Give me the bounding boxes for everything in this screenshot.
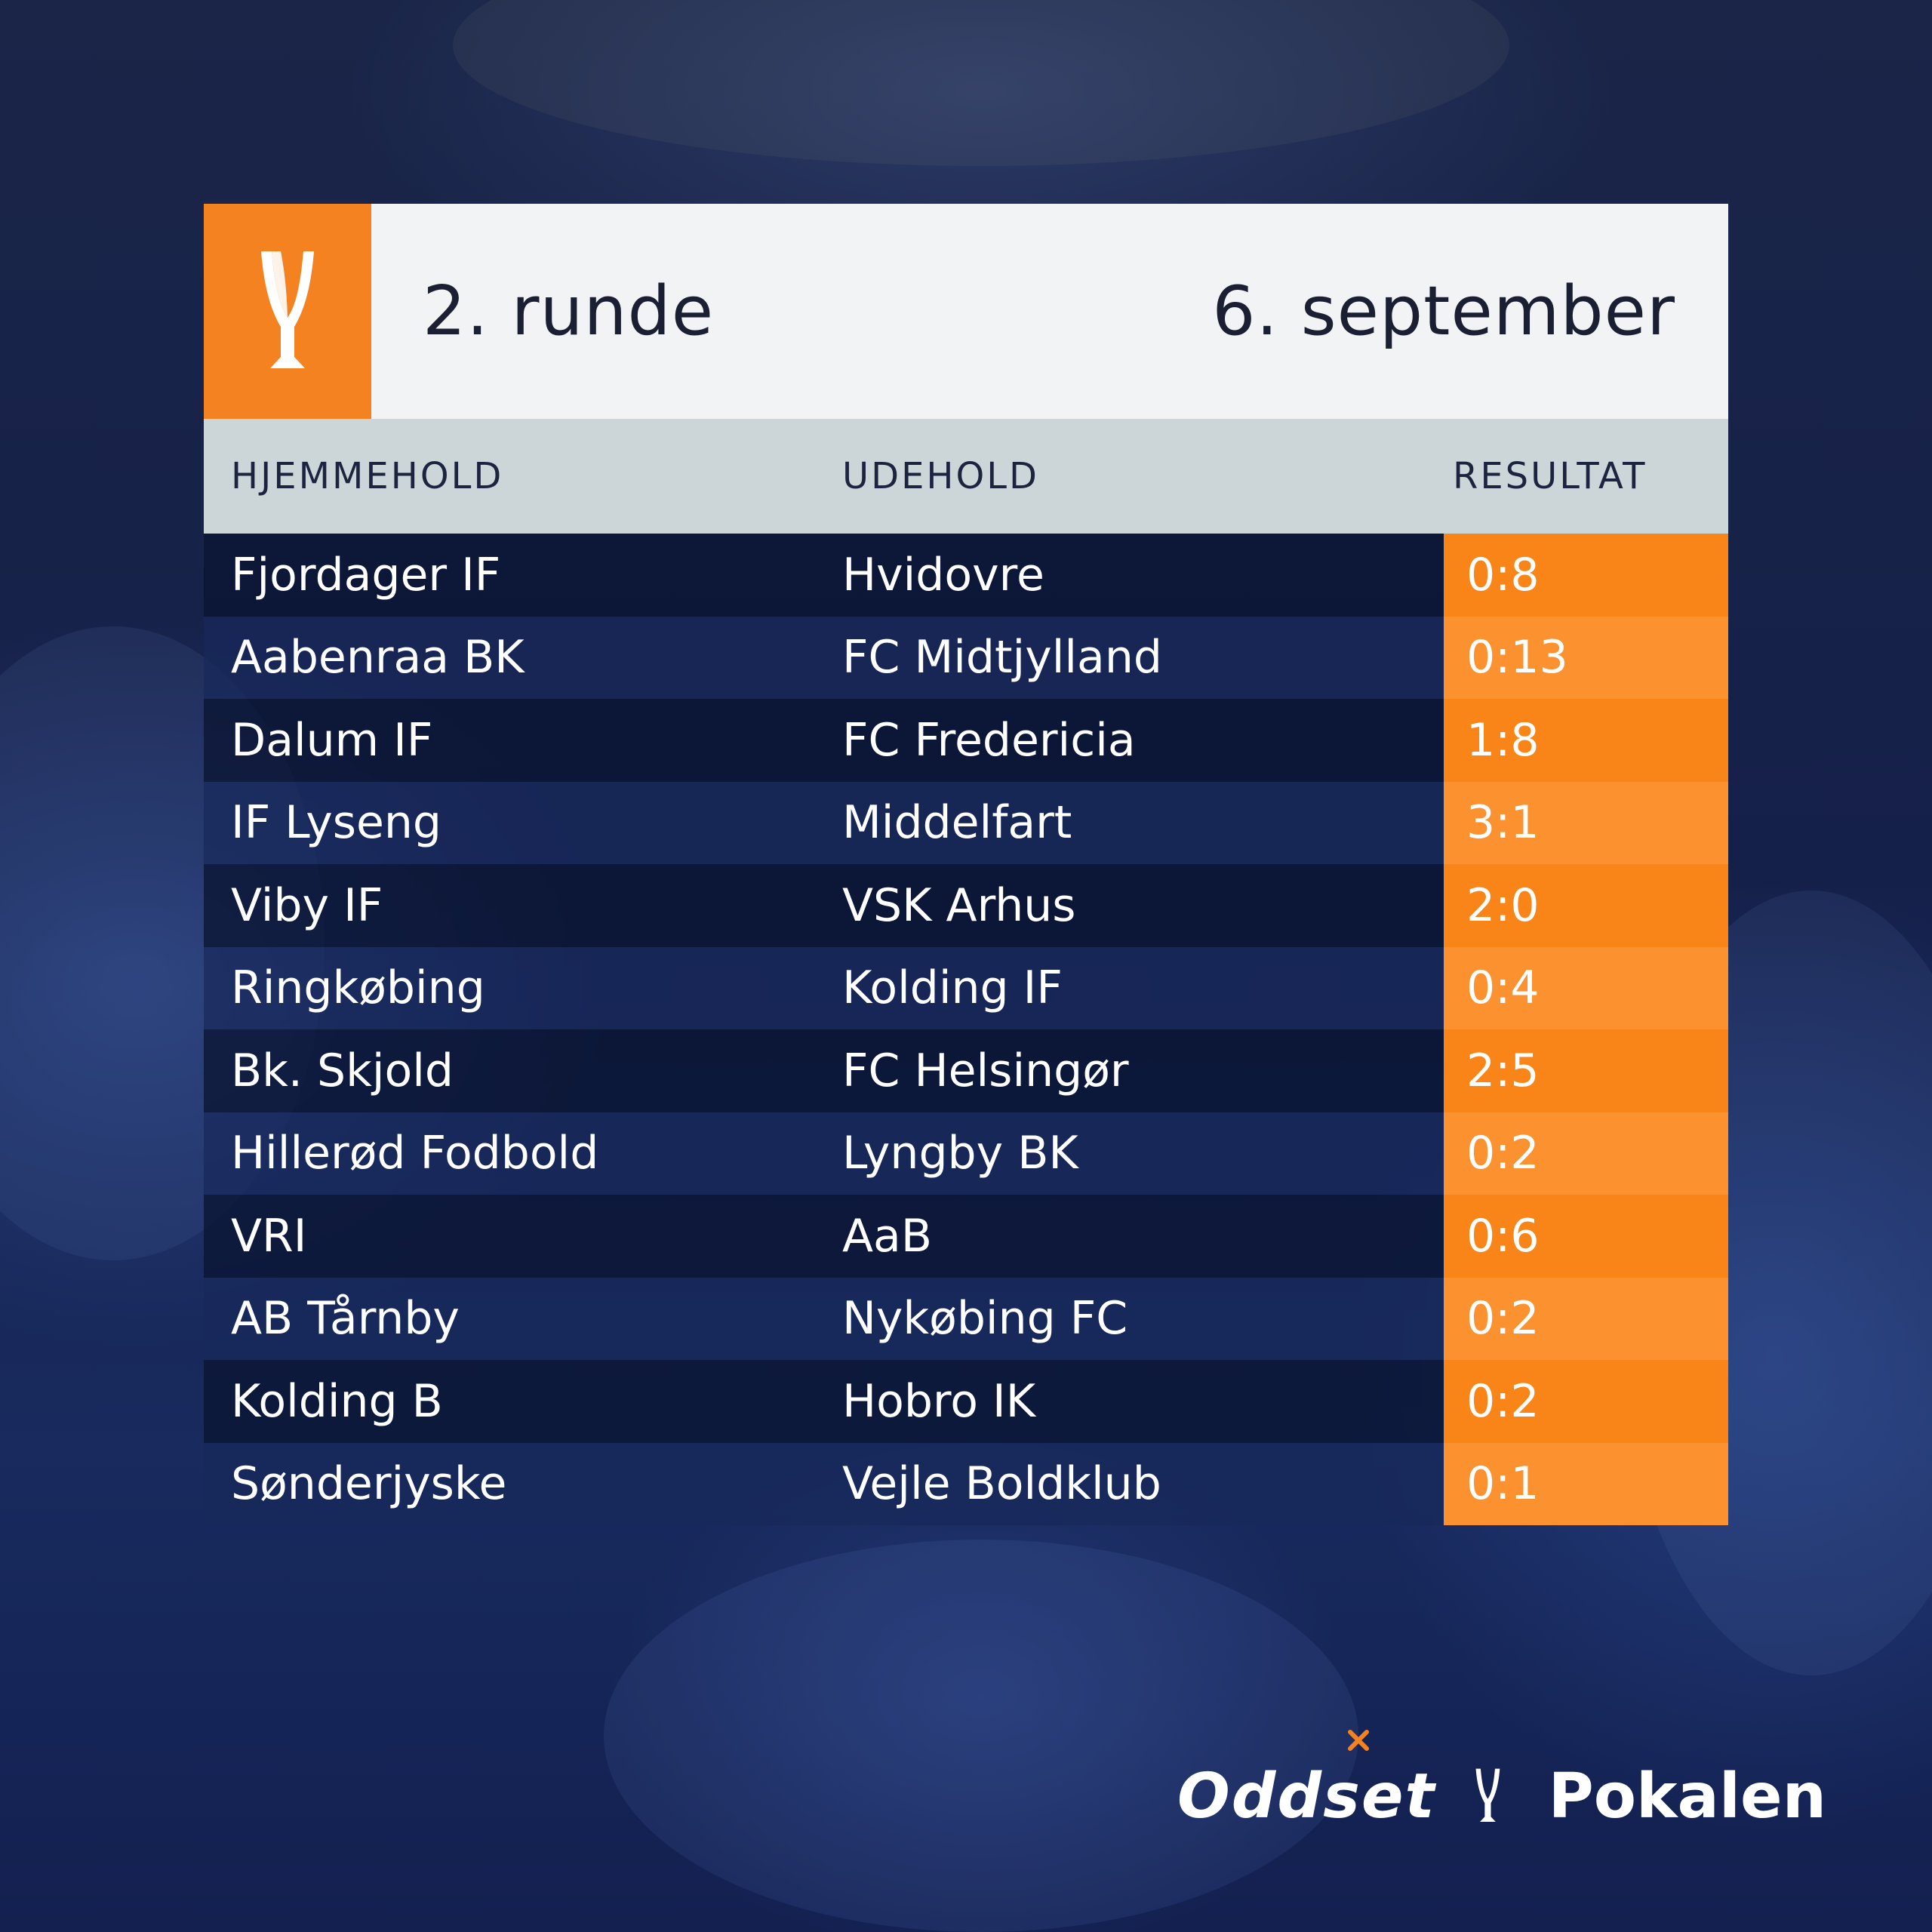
away-team: Hobro IK — [842, 1374, 1036, 1428]
title-row: 2. runde 6. september — [371, 204, 1728, 419]
table-row: Bk. Skjold FC Helsingør 2:5 — [204, 1029, 1728, 1112]
result-score: 0:2 — [1444, 1277, 1728, 1360]
table-row: Hillerød Fodbold Lyngby BK 0:2 — [204, 1112, 1728, 1195]
cup-logo-box — [204, 204, 371, 419]
column-header-result: RESULTAT — [1453, 455, 1647, 497]
results-card: 2. runde 6. september HJEMMEHOLD UDEHOLD… — [204, 204, 1728, 1525]
away-team: Vejle Boldklub — [842, 1457, 1161, 1511]
away-team: FC Midtjylland — [842, 631, 1162, 685]
table-row: Aabenraa BK FC Midtjylland 0:13 — [204, 616, 1728, 699]
column-header-row: HJEMMEHOLD UDEHOLD RESULTAT — [204, 419, 1728, 534]
card-header: 2. runde 6. september — [204, 204, 1728, 419]
home-team: AB Tårnby — [231, 1292, 460, 1346]
x-mark-icon — [1348, 1729, 1369, 1751]
result-score: 2:0 — [1444, 864, 1728, 947]
away-team: FC Helsingør — [842, 1044, 1129, 1097]
trophy-icon — [261, 251, 314, 368]
home-team: Sønderjyske — [231, 1457, 507, 1511]
home-team: Fjordager IF — [231, 548, 501, 601]
result-score: 0:1 — [1444, 1442, 1728, 1525]
home-team: Dalum IF — [231, 713, 433, 767]
result-score: 1:8 — [1444, 699, 1728, 782]
result-score: 0:6 — [1444, 1195, 1728, 1278]
table-row: Kolding B Hobro IK 0:2 — [204, 1360, 1728, 1443]
result-score: 0:4 — [1444, 946, 1728, 1029]
competition-name: Pokalen — [1548, 1760, 1826, 1832]
column-header-home: HJEMMEHOLD — [231, 455, 504, 497]
result-score: 0:2 — [1444, 1112, 1728, 1195]
home-team: Hillerød Fodbold — [231, 1127, 599, 1180]
away-team: Middelfart — [842, 796, 1072, 850]
table-row: Sønderjyske Vejle Boldklub 0:1 — [204, 1442, 1728, 1525]
table-row: Dalum IF FC Fredericia 1:8 — [204, 699, 1728, 782]
oddset-logo: Oddset — [1177, 1729, 1436, 1832]
table-row: VRI AaB 0:6 — [204, 1195, 1728, 1278]
away-team: VSK Arhus — [842, 878, 1076, 932]
table-row: Fjordager IF Hvidovre 0:8 — [204, 534, 1728, 617]
away-team: AaB — [842, 1209, 932, 1263]
away-team: Nykøbing FC — [842, 1292, 1128, 1346]
home-team: Viby IF — [231, 878, 383, 932]
trophy-icon — [1475, 1768, 1500, 1823]
footer-brand: Oddset Pokalen — [1177, 1728, 1826, 1864]
table-row: Ringkøbing Kolding IF 0:4 — [204, 946, 1728, 1029]
result-score: 0:13 — [1444, 616, 1728, 699]
column-header-away: UDEHOLD — [842, 455, 1039, 497]
home-team: Kolding B — [231, 1374, 443, 1428]
away-team: Kolding IF — [842, 961, 1063, 1015]
table-row: AB Tårnby Nykøbing FC 0:2 — [204, 1277, 1728, 1360]
home-team: IF Lyseng — [231, 796, 441, 850]
sponsor-name: Oddset — [1177, 1760, 1436, 1832]
away-team: Lyngby BK — [842, 1127, 1078, 1180]
round-title: 2. runde — [423, 272, 715, 351]
home-team: Ringkøbing — [231, 961, 485, 1015]
home-team: Bk. Skjold — [231, 1044, 454, 1097]
match-date: 6. september — [1212, 272, 1675, 351]
result-score: 3:1 — [1444, 781, 1728, 864]
result-score: 0:2 — [1444, 1360, 1728, 1443]
home-team: VRI — [231, 1209, 307, 1263]
results-table: Fjordager IF Hvidovre 0:8 Aabenraa BK FC Mi… — [204, 534, 1728, 1525]
away-team: FC Fredericia — [842, 713, 1136, 767]
result-score: 0:8 — [1444, 534, 1728, 617]
away-team: Hvidovre — [842, 548, 1044, 601]
table-row: Viby IF VSK Arhus 2:0 — [204, 864, 1728, 947]
table-row: IF Lyseng Middelfart 3:1 — [204, 781, 1728, 864]
result-score: 2:5 — [1444, 1029, 1728, 1112]
home-team: Aabenraa BK — [231, 631, 525, 685]
